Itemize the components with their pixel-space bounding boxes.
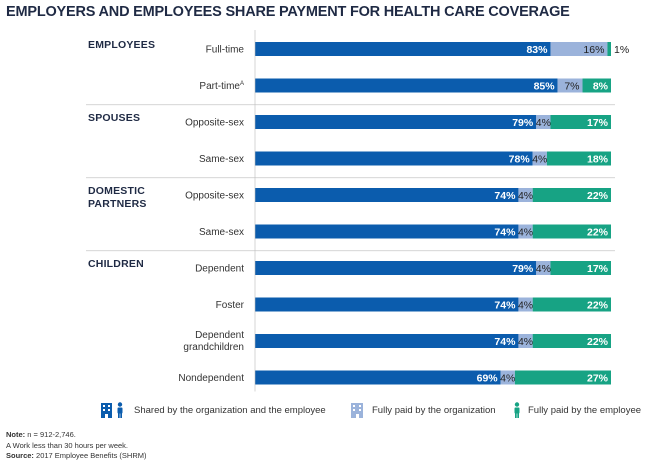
row-label: Full-time [206,45,245,56]
bar-org [557,78,583,93]
bar-org [518,334,533,348]
row-label-superscript: A [240,81,244,87]
value-label-employee: 17% [587,117,609,129]
value-label-employee: 22% [587,336,609,348]
value-label-employee: 22% [587,190,609,202]
bar-shared [255,297,519,312]
value-label-org: 4% [518,300,533,312]
row-label: Same-sex [199,154,244,165]
bar-org [518,297,533,312]
building-and-person-icon [101,402,123,418]
bar-employee [546,151,611,166]
row-label: Part-timeA [199,81,244,92]
bar-shared [255,188,519,202]
bar-shared [255,42,551,56]
row-label: Dependent [195,264,244,275]
bar-shared [255,151,533,166]
bar-org [536,261,551,275]
bar-org [518,188,533,202]
bar-employee [514,370,611,385]
source-line: Source: 2017 Employee Benefits (SHRM) [6,451,147,462]
bar-shared [255,261,537,275]
value-label-shared: 85% [534,81,556,93]
value-label-shared: 74% [494,227,516,239]
bar-employee [532,188,611,202]
bar-shared [255,334,519,348]
group-label: DOMESTIC [88,185,145,197]
value-label-org: 7% [564,81,579,93]
bar-org [532,151,547,166]
bar-shared [255,78,558,93]
value-label-employee: 22% [587,300,609,312]
chart-title: EMPLOYERS AND EMPLOYEES SHARE PAYMENT FO… [6,4,570,20]
value-label-employee: 27% [587,373,609,385]
value-label-org: 4% [518,190,533,202]
legend-label-shared: Shared by the organization and the emplo… [134,404,326,416]
value-label-shared: 79% [512,263,534,275]
note-text: n = 912-2,746. [25,430,76,439]
row-label: Foster [216,300,245,311]
value-label-org: 4% [518,336,533,348]
value-label-shared: 74% [494,190,516,202]
value-label-shared: 69% [477,373,499,385]
bar-shared [255,115,537,129]
note-label: Note: [6,430,26,439]
legend-label-org: Fully paid by the organization [372,404,496,416]
value-label-employee: 17% [587,263,609,275]
bar-org [500,370,515,385]
legend: Shared by the organization and the emplo… [100,401,660,423]
bar-employee [532,334,611,348]
row-label: Opposite-sex [185,191,244,202]
group-label: CHILDREN [88,258,144,270]
value-label-shared: 83% [526,44,548,56]
value-label-org: 4% [500,373,515,385]
row-label: Nondependent [178,373,244,384]
bar-shared [255,224,519,239]
legend-item-employee: Fully paid by the employee [512,401,641,419]
person-icon [514,402,520,418]
value-label-shared: 74% [494,300,516,312]
bar-employee [550,115,611,129]
group-label: SPOUSES [88,112,140,124]
bar-employee [582,78,611,93]
value-label-org: 4% [536,117,551,129]
row-label: Same-sex [199,227,244,238]
bar-employee [532,224,611,239]
value-label-org: 4% [518,227,533,239]
value-label-employee: 18% [587,154,609,166]
notes: Note: n = 912-2,746. A Work less than 30… [6,430,147,462]
row-label: Dependent [195,330,244,341]
source-text: 2017 Employee Benefits (SHRM) [33,451,147,460]
value-label-shared: 74% [494,336,516,348]
row-label: Opposite-sex [185,118,244,129]
group-label: EMPLOYEES [88,39,155,51]
value-label-employee: 1% [614,44,629,56]
bar-org [550,42,608,56]
bar-org [536,115,551,129]
value-label-employee: 8% [593,81,609,93]
value-label-employee: 22% [587,227,609,239]
building-icon [351,403,363,418]
legend-item-shared: Shared by the organization and the emplo… [100,401,326,419]
value-label-shared: 78% [509,154,531,166]
bar-shared [255,370,501,385]
row-label: grandchildren [183,342,244,353]
value-label-shared: 79% [512,117,534,129]
legend-label-employee: Fully paid by the employee [528,404,642,416]
value-label-org: 4% [532,154,547,166]
stacked-bar-chart: EMPLOYEES Full-time 83% 16% 1% Part-timeA 85% 7… [86,30,629,392]
bar-employee [607,42,611,56]
bar-employee [550,261,611,275]
value-label-org: 4% [536,263,551,275]
group-label: PARTNERS [88,198,147,210]
source-label: Source: [6,451,34,460]
note-line: Note: n = 912-2,746. [6,430,147,441]
value-label-org: 16% [583,44,604,56]
bar-org [518,224,533,239]
legend-item-org: Fully paid by the organization [350,401,496,419]
bar-employee [532,297,611,312]
footnote-line: A Work less than 30 hours per week. [6,440,129,450]
